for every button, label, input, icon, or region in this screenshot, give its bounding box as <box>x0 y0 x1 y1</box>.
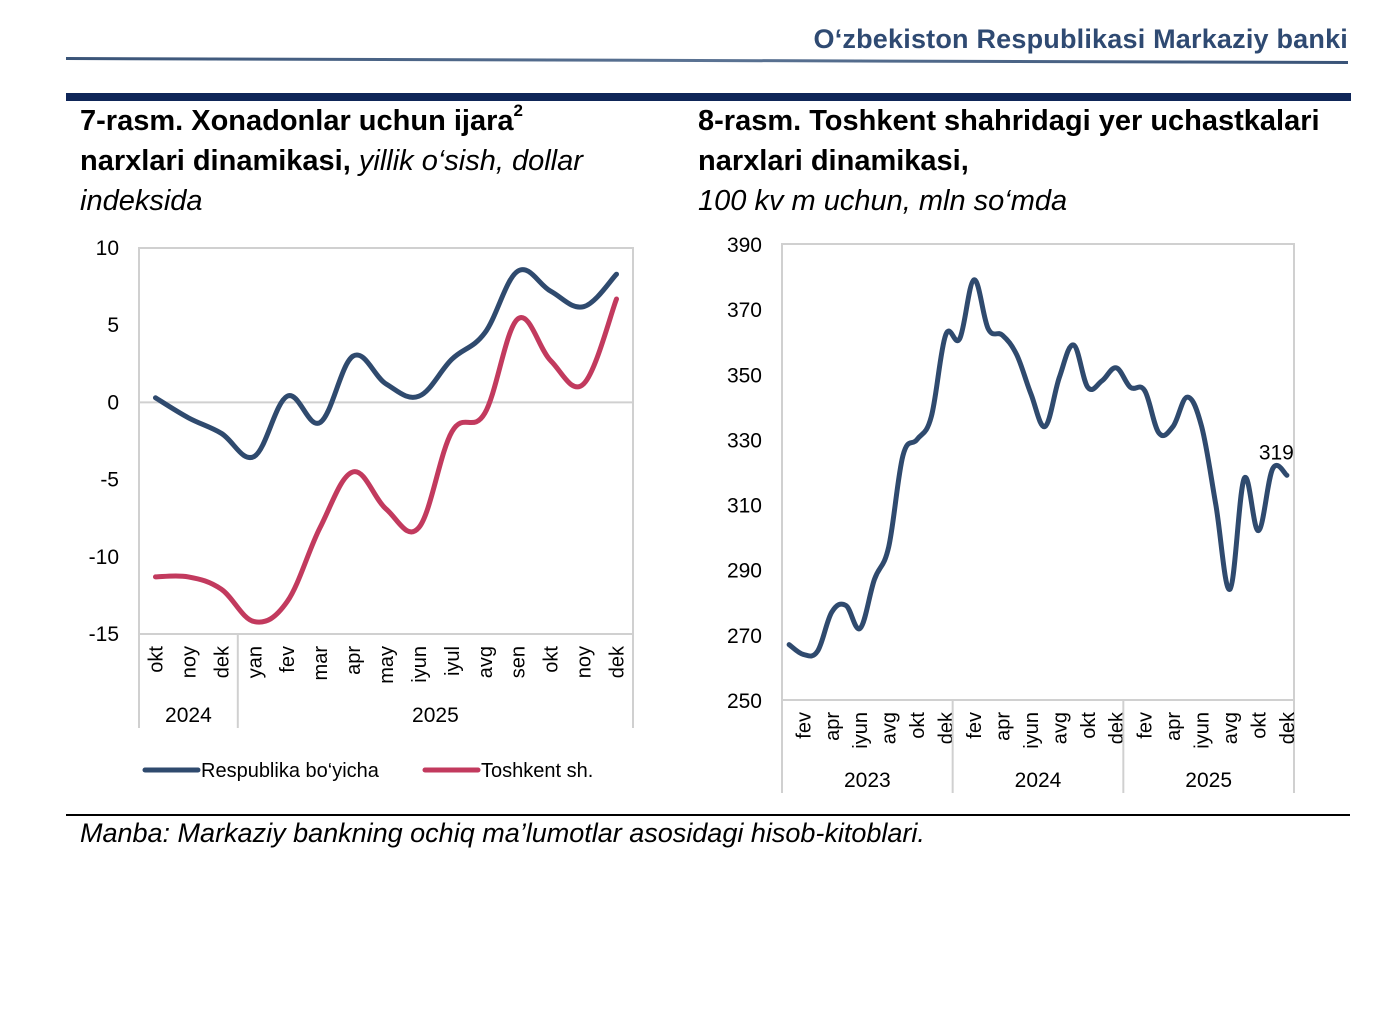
x-tick-label: iyun <box>409 646 431 683</box>
x-tick-label: okt <box>907 712 929 739</box>
series-line-0 <box>152 267 619 461</box>
year-label: 2025 <box>412 704 459 727</box>
x-tick-label: avg <box>1220 712 1242 744</box>
y-tick-label: 5 <box>107 314 119 337</box>
x-tick-label: fev <box>793 712 815 739</box>
year-label: 2023 <box>844 769 891 792</box>
y-tick-label: 10 <box>96 237 119 260</box>
x-tick-label: yan <box>244 646 266 678</box>
header-divider <box>65 57 1348 65</box>
year-label: 2025 <box>1185 769 1232 792</box>
figure8-title: 8-rasm. Toshkent shahridagi yer uchastka… <box>698 101 1338 221</box>
figure7-title-bold-2: narxlari dinamikasi, <box>80 145 351 177</box>
x-tick-label: iyul <box>442 646 464 676</box>
x-tick-label: iyun <box>850 712 872 749</box>
figure7-title: 7-rasm. Xonadonlar uchun ijara2 narxlari… <box>80 101 680 221</box>
x-tick-label: fev <box>277 646 299 673</box>
x-tick-label: may <box>376 646 398 684</box>
x-tick-label: iyun <box>1021 712 1043 749</box>
figure8-title-bold: 8-rasm. Toshkent shahridagi yer uchastka… <box>698 105 1320 177</box>
x-tick-label: sen <box>508 646 530 678</box>
x-tick-label: avg <box>879 712 901 744</box>
x-tick-label: avg <box>475 646 497 678</box>
y-tick-label: -10 <box>89 546 119 569</box>
x-tick-label: fev <box>1135 712 1157 739</box>
source-divider <box>66 814 1350 816</box>
x-tick-label: okt <box>1078 712 1100 739</box>
y-tick-label: 250 <box>727 690 762 713</box>
year-label: 2024 <box>1015 769 1062 792</box>
x-tick-label: okt <box>145 646 167 673</box>
footnote-marker: 2 <box>513 101 523 120</box>
section-bar <box>66 93 1351 101</box>
plot-area-border <box>781 243 1295 701</box>
figure8-title-unit: 100 kv m uchun, mln so‘mda <box>698 185 1068 217</box>
x-tick-label: apr <box>343 646 365 675</box>
data-label-last-value: 319 <box>1259 441 1294 464</box>
y-tick-label: 370 <box>727 299 762 322</box>
y-tick-label: -15 <box>89 623 119 646</box>
figure7-title-bold-1: 7-rasm. Xonadonlar uchun ijara <box>80 105 514 137</box>
y-tick-label: 390 <box>727 234 762 257</box>
source-note: Manba: Markaziy bankning ochiq ma’lumotl… <box>80 818 925 848</box>
x-tick-label: noy <box>178 646 200 678</box>
x-tick-label: dek <box>211 645 233 678</box>
x-tick-label: noy <box>574 646 596 678</box>
x-tick-label: okt <box>541 646 563 673</box>
x-tick-label: mar <box>310 646 332 681</box>
x-tick-label: fev <box>964 712 986 739</box>
x-tick-label: okt <box>1248 712 1270 739</box>
y-tick-label: 330 <box>727 429 762 452</box>
legend-label: Respublika bo‘yicha <box>201 760 380 782</box>
report-header-title: O‘zbekiston Respublikasi Markaziy banki <box>813 24 1348 54</box>
x-tick-label: apr <box>822 712 844 741</box>
x-tick-label: dek <box>1106 711 1128 744</box>
legend-label: Toshkent sh. <box>481 760 593 782</box>
plot-area-border <box>138 247 634 635</box>
x-tick-label: avg <box>1049 712 1071 744</box>
series-line-0 <box>786 277 1290 659</box>
x-tick-label: apr <box>1163 712 1185 741</box>
x-tick-label: dek <box>936 711 958 744</box>
x-tick-label: iyun <box>1192 712 1214 749</box>
x-tick-label: dek <box>1277 711 1299 744</box>
y-tick-label: 270 <box>727 625 762 648</box>
year-label: 2024 <box>165 704 212 727</box>
x-tick-label: apr <box>992 712 1014 741</box>
y-tick-label: -5 <box>100 469 119 492</box>
x-tick-label: dek <box>607 645 629 678</box>
y-tick-label: 290 <box>727 560 762 583</box>
y-tick-label: 0 <box>107 391 119 414</box>
y-tick-label: 310 <box>727 495 762 518</box>
figure7-title-unit: yillik o‘sish, dollar indeksida <box>80 145 583 217</box>
series-line-1 <box>152 296 619 625</box>
y-tick-label: 350 <box>727 364 762 387</box>
